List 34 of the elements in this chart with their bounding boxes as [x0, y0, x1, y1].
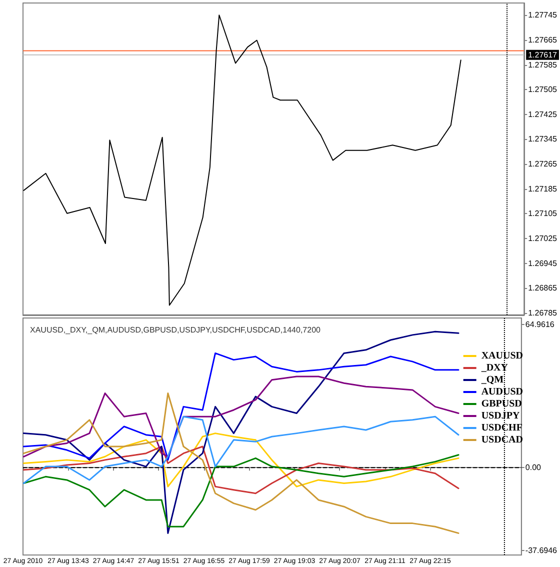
legend-label: _DXY	[480, 362, 509, 374]
text: XAUUSD,_DXY,_QM,AUDUSD,GBPUSD,USDJPY,USDCHF,USDCAD,1440,7200	[30, 326, 322, 334]
line-series	[22, 454, 460, 528]
y-tick-label: 1.27345	[528, 134, 558, 144]
ref-line-label: 1.27617	[528, 50, 558, 60]
legend-label: GBPUSD	[481, 398, 522, 410]
legend-label: _QM	[480, 374, 504, 386]
legend-label: USDJPY	[481, 410, 520, 422]
y-tick-label: -37.6946	[525, 546, 558, 556]
y-tick-label: 1.26785	[528, 308, 558, 318]
y-tick-label: 1.27265	[528, 160, 558, 169]
line-series	[22, 446, 460, 494]
line-series	[22, 376, 460, 458]
y-tick-label: 0.00	[525, 463, 542, 472]
y-tick-label: 1.27105	[528, 209, 558, 218]
legend-label: XAUUSD	[481, 350, 523, 362]
y-tick-label: 1.27665	[528, 35, 558, 44]
y-tick-label: 1.27185	[528, 184, 558, 194]
y-tick-label: 1.27025	[528, 234, 558, 244]
line-series	[23, 14, 462, 306]
y-tick-label: 1.27505	[528, 85, 558, 94]
legend-label: AUDUSD	[481, 386, 523, 398]
legend-label: USDCHF	[481, 422, 522, 434]
legend-label: USDCAD	[481, 434, 523, 446]
y-tick-label: 1.27585	[528, 60, 558, 70]
line-series	[22, 416, 460, 484]
line-series	[22, 392, 460, 534]
line-series	[22, 432, 460, 488]
y-tick-label: 1.26865	[528, 284, 558, 293]
y-tick-label: 1.27745	[528, 10, 558, 20]
y-tick-label: 64.9616	[525, 320, 555, 330]
line-series	[22, 352, 460, 461]
y-tick-label: 1.26945	[528, 258, 558, 268]
y-tick-label: 1.27425	[528, 110, 558, 119]
